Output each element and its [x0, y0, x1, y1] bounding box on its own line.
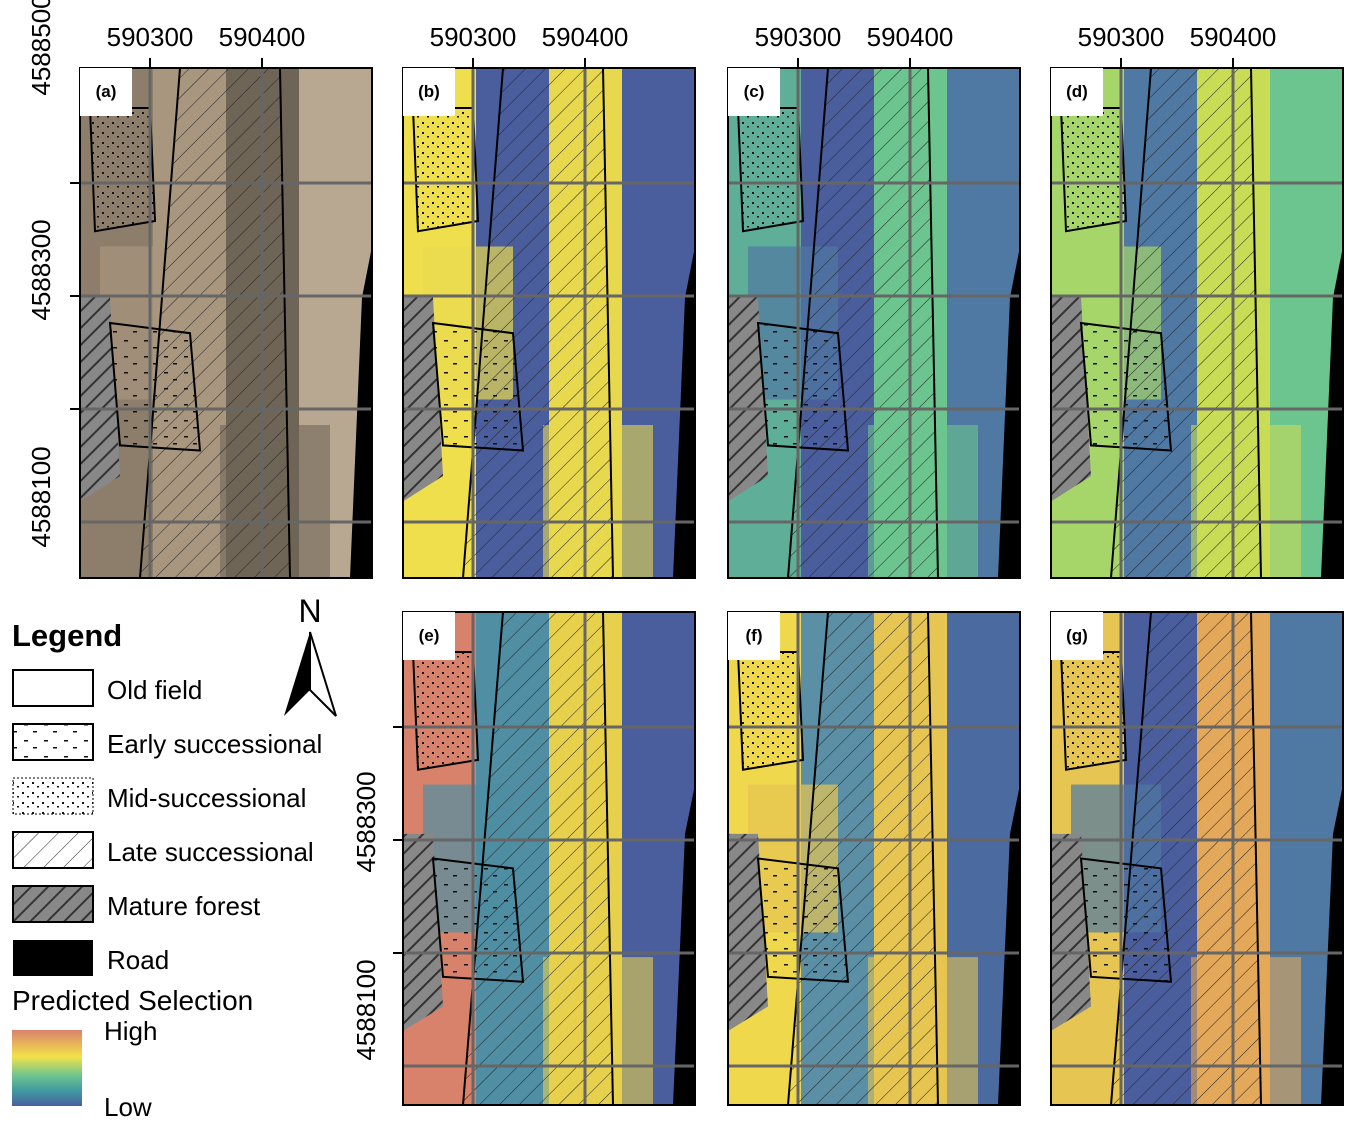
early-successional	[433, 859, 523, 982]
early-successional	[758, 859, 848, 982]
x-tick-label: 590400	[1190, 22, 1277, 52]
page: (a) (b) (c) (d) (e) (f) (g) Legend Old field E…	[0, 0, 1346, 1124]
y-tick-label: 4588300	[26, 219, 56, 320]
early-successional	[1081, 859, 1171, 982]
legend-item: Mature forest	[107, 891, 261, 921]
panel-label: (d)	[1066, 82, 1088, 101]
legend-item: Mid-successional	[107, 783, 306, 813]
early-successional	[110, 323, 200, 451]
legend: Legend Old field Early successional Mid-…	[12, 618, 322, 1119]
y-tick-label: 4588100	[26, 446, 56, 547]
scale-high: High	[104, 1016, 157, 1046]
scale-bar	[12, 1030, 82, 1106]
map-panel: (b)	[403, 68, 696, 578]
legend-title: Legend	[12, 618, 122, 653]
early-successional	[1081, 323, 1171, 451]
x-tick-label: 590400	[542, 22, 629, 52]
mid-successional	[1061, 108, 1126, 231]
x-tick-label: 590300	[107, 22, 194, 52]
y-tick-label: 4588300	[351, 771, 381, 872]
legend-item: Early successional	[107, 729, 322, 759]
x-tick-label: 590300	[430, 22, 517, 52]
x-tick-label: 590300	[1078, 22, 1165, 52]
mid-successional	[738, 108, 803, 231]
swatch-mature	[13, 886, 93, 922]
y-tick-label: 4588100	[351, 959, 381, 1060]
swatch-early	[13, 724, 93, 760]
swatch-road	[13, 940, 93, 976]
x-tick-label: 590300	[755, 22, 842, 52]
figure: (a) (b) (c) (d) (e) (f) (g) Legend Old field E…	[0, 0, 1346, 1119]
mid-successional	[90, 108, 155, 231]
north-label: N	[298, 593, 321, 629]
panels: (a) (b) (c) (d) (e) (f) (g)	[80, 68, 1344, 1105]
map-panel: (a)	[80, 68, 373, 578]
map-panel: (g)	[1051, 612, 1344, 1105]
swatch-old-field	[13, 670, 93, 706]
arrow-left	[284, 632, 310, 716]
panel-label: (a)	[96, 82, 117, 101]
mid-successional	[738, 652, 803, 770]
early-successional	[758, 323, 848, 451]
legend-item: Road	[107, 945, 169, 975]
scale-title: Predicted Selection	[12, 985, 253, 1016]
legend-item: Late successional	[107, 837, 314, 867]
swatch-late	[13, 832, 93, 868]
x-tick-label: 590400	[219, 22, 306, 52]
swatch-mid	[13, 778, 93, 814]
map-panel: (d)	[1051, 68, 1344, 578]
panel-label: (g)	[1066, 626, 1088, 645]
map-panel: (c)	[728, 68, 1021, 578]
arrow-right	[310, 632, 336, 716]
mid-successional	[413, 108, 478, 231]
mid-successional	[1061, 652, 1126, 770]
panel-label: (e)	[419, 626, 440, 645]
panel-label: (b)	[418, 82, 440, 101]
panel-label: (f)	[746, 626, 763, 645]
y-tick-label: 4588500	[26, 0, 56, 96]
x-tick-label: 590400	[867, 22, 954, 52]
map-panel: (e)	[403, 612, 696, 1105]
north-arrow: N	[284, 593, 336, 716]
early-successional	[433, 323, 523, 451]
legend-item: Old field	[107, 675, 202, 705]
scale-low: Low	[104, 1092, 152, 1119]
panel-label: (c)	[744, 82, 765, 101]
map-panel: (f)	[728, 612, 1021, 1105]
mid-successional	[413, 652, 478, 770]
